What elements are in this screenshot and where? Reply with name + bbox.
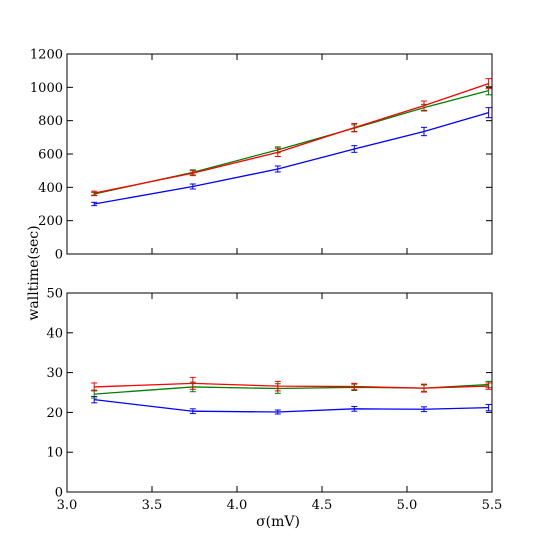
bottom-x-tick-label: 4.0 [227, 498, 248, 513]
top-y-tick-label: 200 [38, 214, 63, 229]
top-red-series-line [94, 83, 489, 194]
top-y-tick-label: 1000 [30, 81, 63, 96]
bottom-x-tick-label: 3.5 [142, 498, 163, 513]
bottom-blue-series-error-bar [485, 403, 492, 412]
bottom-blue-series-line [94, 399, 489, 413]
top-red-series-error-bar [91, 190, 98, 196]
top-red-series-error-bar [189, 170, 196, 177]
bottom-y-tick-label: 50 [46, 287, 63, 302]
bottom-blue-series-error-bar [351, 405, 358, 412]
top-blue-series-error-bar [189, 183, 196, 190]
bottom-red-series-error-bar [91, 382, 98, 392]
top-blue-series-error-bar [91, 201, 98, 207]
bottom-x-tick-label: 3.0 [57, 498, 78, 513]
top-y-tick-label: 1200 [30, 48, 63, 63]
bottom-blue-series-error-bar [421, 406, 427, 413]
x-axis-label: σ(mV) [256, 514, 300, 530]
bottom-y-tick-label: 30 [46, 366, 63, 381]
top-red-series-error-bar [351, 123, 358, 133]
bottom-red-series-error-bar [421, 383, 427, 393]
bottom-x-tick-label: 4.5 [312, 498, 333, 513]
bottom-red-series-error-bar [485, 382, 492, 390]
bottom-red-series-error-bar [189, 376, 196, 390]
top-blue-series-error-bar [351, 145, 358, 153]
top-red-series-error-bar [274, 147, 281, 157]
top-green-series-line [94, 90, 489, 195]
bottom-y-tick-label: 40 [46, 326, 63, 341]
bottom-blue-series-error-bar [189, 408, 196, 415]
top-y-tick-label: 400 [38, 181, 63, 196]
bottom-blue-series-error-bar [274, 409, 281, 415]
top-y-tick-label: 0 [55, 248, 63, 263]
bottom-red-series-line [94, 382, 489, 389]
top-blue-series-error-bar [274, 165, 281, 173]
bottom-y-tick-label: 0 [55, 486, 63, 501]
bottom-plot-frame [66, 292, 493, 493]
top-plot-frame [66, 53, 493, 255]
top-blue-series-error-bar [485, 107, 492, 119]
top-blue-series-error-bar [421, 126, 427, 137]
bottom-red-series-error-bar [274, 380, 281, 392]
top-y-tick-label: 800 [38, 114, 63, 129]
top-blue-series-line [94, 112, 489, 205]
bottom-y-tick-label: 10 [46, 446, 63, 461]
top-y-tick-label: 600 [38, 148, 63, 163]
bottom-x-tick-label: 5.0 [397, 498, 418, 513]
top-red-series-error-bar [485, 78, 492, 90]
top-red-series-error-bar [421, 100, 427, 111]
bottom-panel: 3.0 3.5 4.0 4.5 5.0 5.5 0 10 20 30 40 50 [46, 287, 502, 514]
bottom-x-tick-label: 5.5 [482, 498, 503, 513]
bottom-y-tick-label: 20 [46, 406, 63, 421]
bottom-red-series-error-bar [351, 382, 358, 391]
top-panel: 0 200 400 600 800 1000 1200 [30, 48, 493, 263]
y-axis-label: walltime(sec) [26, 225, 42, 320]
